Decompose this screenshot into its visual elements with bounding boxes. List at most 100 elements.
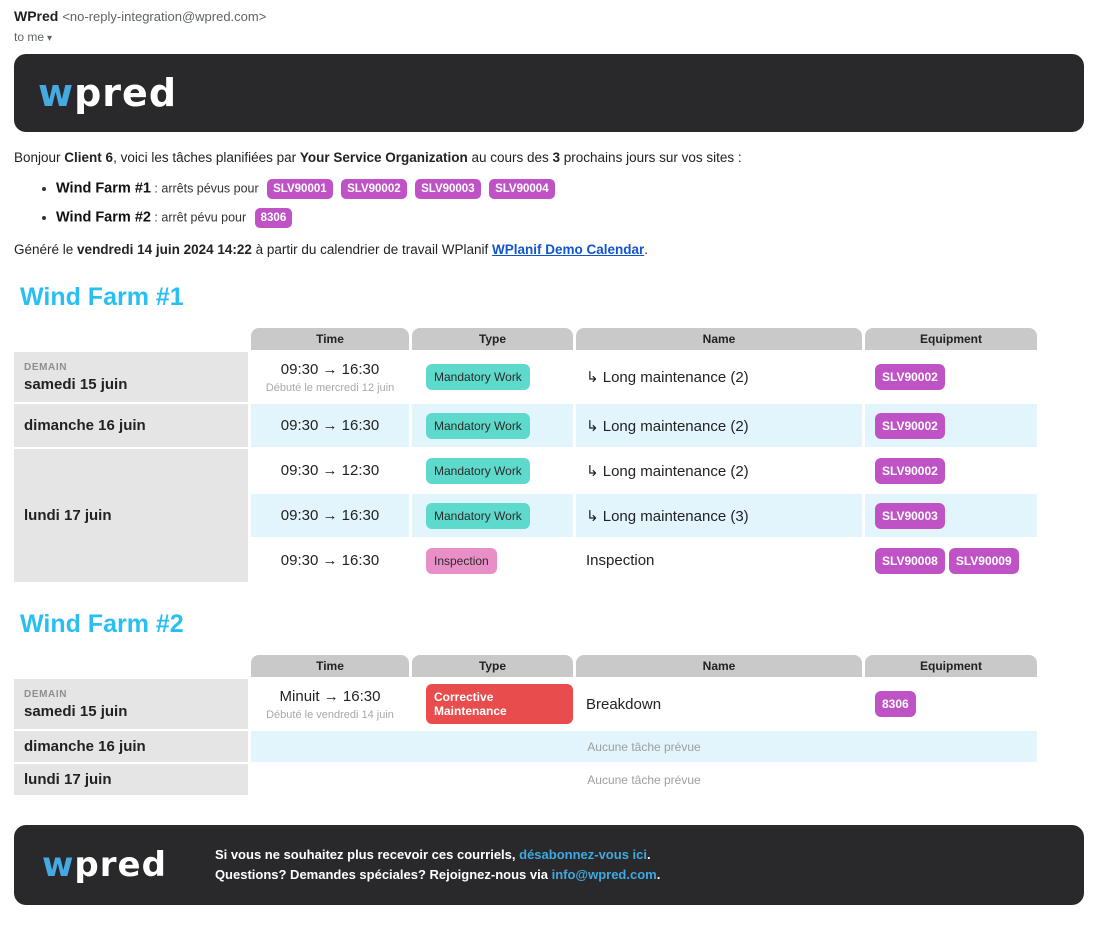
date-label: dimanche 16 juin xyxy=(24,738,146,755)
logo-pred: pred xyxy=(74,71,178,115)
type-cell: Mandatory Work xyxy=(412,494,573,537)
equipment-badge: SLV90009 xyxy=(948,547,1019,574)
type-cell: Mandatory Work xyxy=(412,449,573,492)
task-name: ↳ Long maintenance (2) xyxy=(586,369,749,386)
footer-line-text: Si vous ne souhaitez plus recevoir ces c… xyxy=(214,847,520,862)
footer-line-text: Questions? Demandes spéciales? Rejoignez… xyxy=(214,867,552,882)
time-cell: 09:30 → 16:30 Débuté le mercredi 12 juin xyxy=(251,352,409,402)
date-cell: DEMAIN samedi 15 juin xyxy=(14,679,248,729)
time-cell: 09:30 → 16:30 xyxy=(251,494,409,537)
type-badge: Mandatory Work xyxy=(426,364,530,390)
wpred-logo-footer: wpred xyxy=(42,845,167,885)
page-title-wf2: Wind Farm #2 xyxy=(20,610,184,638)
unsubscribe-line: Si vous ne souhaitez plus recevoir ces c… xyxy=(215,845,660,865)
type-cell: Mandatory Work xyxy=(412,352,573,402)
time-cell: 09:30 → 16:30 xyxy=(251,404,409,447)
time-note: Débuté le vendredi 14 juin xyxy=(266,708,394,721)
equipment-badge: 8306 xyxy=(875,691,916,717)
column-header-time: Time xyxy=(251,328,409,350)
equipment-badge: SLV90002 xyxy=(875,457,945,484)
time-range: Minuit → 16:30 xyxy=(279,687,381,705)
to-label: to me xyxy=(14,30,45,44)
table-header-row: Time Type Name Equipment xyxy=(14,655,1037,677)
site-list: Wind Farm #1 : arrêts pévus pour SLV9000… xyxy=(14,179,1084,228)
logo-w: w xyxy=(38,71,75,115)
intro-text: Bonjour xyxy=(14,150,65,165)
calendar-link[interactable]: WPlanif Demo Calendar xyxy=(492,242,645,257)
type-cell: Corrective Maintenance xyxy=(412,679,573,729)
generated-datetime: vendredi 14 juin 2024 14:22 xyxy=(77,242,252,257)
wf2-table: Time Type Name Equipment DEMAIN samedi 1… xyxy=(11,653,1040,797)
sender-name: WPred xyxy=(14,8,59,24)
generated-text: . xyxy=(644,242,649,257)
demain-tag: DEMAIN xyxy=(24,361,68,373)
site-text: arrêts pévus pour xyxy=(161,181,259,196)
chevron-down-icon: ▾ xyxy=(47,33,53,44)
type-badge: Corrective Maintenance xyxy=(426,684,573,724)
client-name: Client 6 xyxy=(64,150,114,165)
date-cell: lundi 17 juin xyxy=(14,449,248,582)
unsubscribe-link[interactable]: désabonnez-vous ici xyxy=(519,847,647,862)
generated-line: Généré le vendredi 14 juin 2024 14:22 à … xyxy=(14,242,1084,257)
equipment-cell: SLV90002 xyxy=(865,449,1037,492)
footer-text: Si vous ne souhaitez plus recevoir ces c… xyxy=(215,845,660,885)
intro-text: au cours des xyxy=(467,150,553,165)
equipment-cell: SLV90003 xyxy=(865,494,1037,537)
time-cell: 09:30 → 12:30 xyxy=(251,449,409,492)
date-label: lundi 17 juin xyxy=(24,771,112,788)
contact-email-link[interactable]: info@wpred.com xyxy=(551,867,657,882)
time-range: 09:30 → 16:30 xyxy=(280,507,380,524)
generated-text: Généré le xyxy=(14,242,78,257)
table-header-row: Time Type Name Equipment xyxy=(14,328,1037,350)
time-range: 09:30 → 16:30 xyxy=(280,417,380,434)
site-name: Wind Farm #1 xyxy=(56,180,151,197)
type-badge: Mandatory Work xyxy=(426,457,530,484)
table-row: lundi 17 juin Aucune tâche prévue xyxy=(14,764,1037,795)
date-cell: DEMAIN samedi 15 juin xyxy=(14,352,248,402)
separator: : xyxy=(150,181,162,196)
demain-tag: DEMAIN xyxy=(24,688,68,700)
column-header-time: Time xyxy=(251,655,409,677)
time-note: Débuté le mercredi 12 juin xyxy=(265,381,395,394)
equipment-badge: SLV90008 xyxy=(875,547,945,574)
type-cell: Inspection xyxy=(412,539,573,582)
footer-banner: wpred Si vous ne souhaitez plus recevoir… xyxy=(14,825,1084,905)
site-text: arrêt pévu pour xyxy=(161,210,247,225)
task-name: Breakdown xyxy=(586,695,662,713)
date-cell: lundi 17 juin xyxy=(14,764,248,795)
wf1-table: Time Type Name Equipment DEMAIN samedi 1… xyxy=(11,326,1040,584)
generated-text: à partir du calendrier de travail WPlani… xyxy=(251,242,492,257)
task-name: ↳ Long maintenance (3) xyxy=(576,494,862,537)
contact-line: Questions? Demandes spéciales? Rejoignez… xyxy=(215,865,660,885)
time-range: 09:30 → 16:30 xyxy=(280,360,380,378)
site-name: Wind Farm #2 xyxy=(56,209,151,226)
equipment-badge: SLV90003 xyxy=(875,502,945,529)
time-cell: 09:30 → 16:30 xyxy=(251,539,409,582)
organization-name: Your Service Organization xyxy=(299,150,468,165)
equipment-badge: SLV90001 xyxy=(267,179,333,199)
table-row: DEMAIN samedi 15 juin Minuit → 16:30 Déb… xyxy=(14,679,1037,729)
date-cell: dimanche 16 juin xyxy=(14,731,248,762)
logo-pred: pred xyxy=(74,845,167,885)
column-header-type: Type xyxy=(412,655,573,677)
header-spacer xyxy=(14,655,248,677)
intro-paragraph: Bonjour Client 6, voici les tâches plani… xyxy=(14,150,1084,165)
brand-banner: wpred xyxy=(14,54,1084,132)
table-row: 09:30 → 16:30 Mandatory Work ↳ Long main… xyxy=(14,494,1037,537)
sender-email: <no-reply-integration@wpred.com> xyxy=(62,9,267,24)
table-row: 09:30 → 16:30 Inspection Inspection SLV9… xyxy=(14,539,1037,582)
recipient-dropdown[interactable]: to me ▾ xyxy=(14,30,1084,44)
table-row: dimanche 16 juin Aucune tâche prévue xyxy=(14,731,1037,762)
no-task-cell: Aucune tâche prévue xyxy=(251,731,1037,762)
wpred-logo: wpred xyxy=(38,71,177,115)
equipment-badge: SLV90002 xyxy=(875,412,945,439)
task-name: ↳ Long maintenance (2) xyxy=(586,462,749,480)
equipment-badge: SLV90003 xyxy=(415,179,481,199)
column-header-type: Type xyxy=(412,328,573,350)
column-header-name: Name xyxy=(576,655,862,677)
table-row: DEMAIN samedi 15 juin 09:30 → 16:30 Débu… xyxy=(14,352,1037,402)
footer-line-text: . xyxy=(656,867,661,882)
equipment-cell: SLV90008 SLV90009 xyxy=(865,539,1037,582)
equipment-badge: SLV90004 xyxy=(489,179,555,199)
intro-text: , voici les tâches planifiées par xyxy=(113,150,300,165)
